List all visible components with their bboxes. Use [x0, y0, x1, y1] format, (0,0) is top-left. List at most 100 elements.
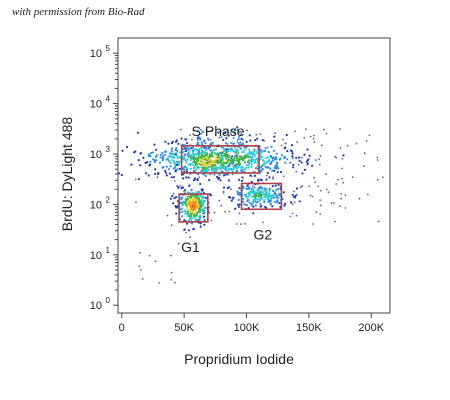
data-point	[272, 176, 274, 179]
data-point	[158, 282, 161, 284]
data-point	[264, 196, 268, 199]
data-point	[247, 187, 250, 191]
data-point	[196, 149, 199, 152]
data-point	[226, 143, 229, 145]
data-point	[201, 188, 204, 191]
data-point	[223, 132, 227, 135]
data-point	[292, 166, 295, 169]
data-point	[247, 195, 250, 198]
data-point	[222, 147, 225, 150]
data-point	[199, 152, 202, 155]
data-point	[268, 187, 271, 190]
data-point	[174, 140, 177, 143]
data-point	[174, 148, 177, 152]
data-point	[184, 200, 187, 203]
data-point	[292, 195, 295, 198]
data-point	[269, 167, 272, 170]
data-point	[203, 223, 206, 226]
data-point	[232, 165, 235, 168]
data-point	[174, 153, 177, 156]
data-point	[187, 156, 190, 159]
y-tick-label: 10	[90, 250, 102, 262]
data-point	[180, 137, 183, 140]
data-point	[220, 162, 223, 165]
data-point	[179, 185, 182, 187]
data-point	[253, 152, 256, 155]
data-point	[205, 168, 208, 171]
data-point	[268, 190, 271, 193]
data-point	[251, 185, 254, 188]
data-point	[283, 204, 286, 207]
data-point	[261, 167, 264, 171]
data-point	[271, 194, 274, 197]
data-point	[335, 183, 338, 185]
data-point	[183, 201, 186, 204]
data-point	[190, 207, 193, 210]
data-point	[142, 156, 145, 159]
data-point	[209, 138, 212, 141]
data-point	[171, 140, 174, 143]
data-point	[203, 215, 206, 218]
data-point	[195, 168, 198, 171]
data-point	[220, 136, 223, 139]
data-point	[218, 136, 221, 139]
data-point	[215, 170, 218, 173]
data-point	[261, 197, 264, 200]
y-tick-exponent: 1	[106, 246, 111, 255]
data-point	[204, 174, 207, 177]
data-point	[228, 196, 231, 199]
data-point	[191, 201, 194, 204]
data-point	[312, 137, 315, 140]
data-point	[283, 147, 286, 150]
data-point	[189, 167, 193, 170]
gate-label: S Phase	[192, 123, 245, 139]
data-point	[342, 154, 345, 157]
data-point	[240, 133, 243, 136]
data-point	[199, 202, 202, 206]
y-axis-label: BrdU: DyLight 488	[59, 117, 75, 232]
data-point	[242, 138, 245, 141]
data-point	[187, 176, 190, 179]
data-point	[256, 198, 259, 201]
data-point	[276, 199, 279, 202]
data-point	[236, 190, 239, 193]
data-point	[265, 178, 268, 181]
data-point	[191, 199, 194, 202]
data-point	[280, 154, 283, 157]
data-point	[277, 196, 280, 199]
y-tick-exponent: 2	[106, 195, 111, 204]
data-point	[355, 142, 358, 145]
data-point	[209, 160, 212, 163]
data-point	[234, 207, 237, 210]
data-point	[275, 152, 278, 155]
data-point	[185, 176, 188, 179]
data-point	[224, 157, 227, 160]
data-point	[161, 154, 165, 157]
data-point	[175, 196, 178, 199]
data-point	[229, 149, 232, 152]
data-point	[339, 128, 341, 130]
x-tick-label: 200K	[358, 322, 384, 334]
data-point	[201, 162, 204, 165]
data-point	[120, 173, 123, 177]
data-point	[187, 163, 190, 166]
data-point	[146, 161, 149, 164]
data-point	[312, 223, 314, 225]
data-point	[325, 132, 328, 135]
data-point	[239, 223, 242, 226]
data-point	[174, 166, 177, 169]
data-point	[235, 156, 238, 159]
data-point	[256, 152, 259, 155]
data-point	[186, 207, 189, 210]
data-point	[254, 167, 258, 170]
data-point	[182, 158, 185, 161]
data-point	[140, 152, 143, 155]
data-point	[319, 189, 322, 192]
data-point	[272, 196, 275, 199]
data-point	[271, 169, 274, 172]
data-point	[198, 176, 201, 179]
data-point	[303, 168, 306, 171]
data-point	[291, 155, 294, 158]
data-point	[130, 163, 133, 166]
data-point	[271, 159, 274, 162]
